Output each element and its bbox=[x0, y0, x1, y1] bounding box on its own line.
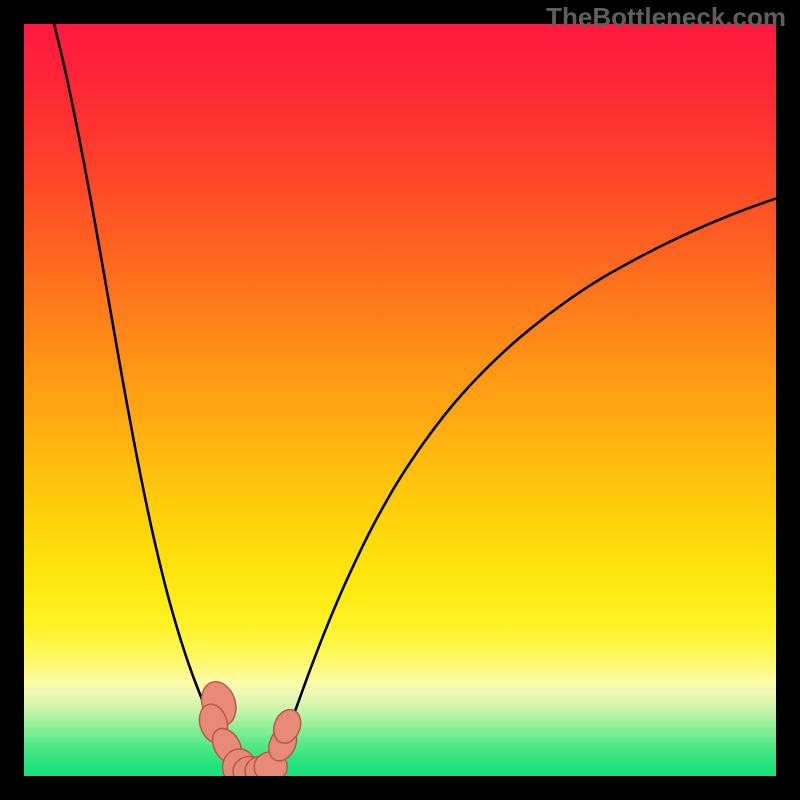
chart-frame bbox=[0, 0, 800, 800]
bottleneck-curve bbox=[54, 24, 776, 775]
curve-layer bbox=[24, 24, 776, 776]
watermark-label: TheBottleneck.com bbox=[546, 2, 786, 33]
